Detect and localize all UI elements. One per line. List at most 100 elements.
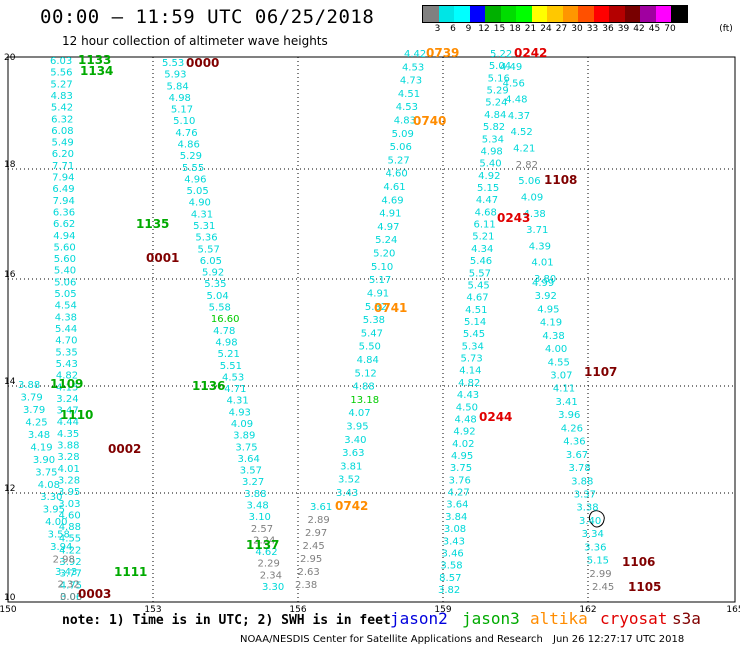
swh-value: 3.78 [569, 463, 591, 474]
swh-value: 4.88 [59, 522, 81, 533]
swh-value: 5.55 [182, 163, 204, 174]
swh-value: 3.40 [579, 516, 601, 527]
swh-value: 6.11 [473, 220, 495, 231]
swh-value: 5.49 [52, 138, 74, 149]
swh-value: 3.10 [249, 512, 271, 523]
y-tick-label: 16 [4, 270, 16, 280]
swh-value: 3.96 [558, 410, 580, 421]
pass-label: 0242 [514, 46, 547, 60]
color-scale-label: 45 [648, 24, 661, 34]
pass-label: 1135 [136, 217, 169, 231]
swh-value: 5.84 [166, 81, 188, 92]
swh-value: 4.84 [484, 110, 506, 121]
swh-value: 4.55 [548, 357, 570, 368]
swh-value: 5.47 [361, 328, 383, 339]
swh-value: 5.14 [464, 317, 486, 328]
swh-value: 5.22 [490, 49, 512, 60]
swh-value: 5.93 [164, 70, 186, 81]
swh-value: 2.34 [260, 570, 282, 581]
swh-value: 5.27 [50, 79, 72, 90]
swh-value: 5.44 [55, 324, 77, 335]
swh-value: 4.71 [224, 384, 246, 395]
swh-value: 7.71 [52, 161, 74, 172]
swh-value: 3.34 [582, 529, 604, 540]
swh-value: 5.05 [54, 289, 76, 300]
swh-value: 4.91 [379, 209, 401, 220]
swh-value: 4.76 [175, 128, 197, 139]
swh-value: 5.27 [388, 155, 410, 166]
swh-value: 4.09 [521, 192, 543, 203]
swh-value: 2.89 [308, 515, 330, 526]
swh-value: 5.17 [171, 105, 193, 116]
swh-value: 5.36 [195, 233, 217, 244]
color-swatch [609, 6, 625, 22]
swh-value: 3.82 [438, 585, 460, 596]
swh-value: 5.06 [390, 142, 412, 153]
swh-value: 3.40 [344, 435, 366, 446]
swh-value: 4.51 [398, 89, 420, 100]
color-scale-unit: (ft) [719, 24, 733, 34]
swh-value: 3.95 [346, 421, 368, 432]
swh-value: 3.88 [571, 476, 593, 487]
color-scale-label: 27 [555, 24, 568, 34]
x-tick-label: 156 [289, 605, 306, 615]
swh-value: 5.53 [162, 58, 184, 69]
swh-value: 5.06 [54, 277, 76, 288]
swh-value: 2.29 [258, 559, 280, 570]
swh-value: 5.40 [479, 159, 501, 170]
pass-label: 0002 [108, 442, 141, 456]
swh-value: 2.99 [589, 569, 611, 580]
swh-value: 5.24 [485, 98, 507, 109]
swh-value: 3.92 [59, 557, 81, 568]
swh-value: 4.95 [537, 304, 559, 315]
swh-value: 2.63 [298, 567, 320, 578]
swh-value: 4.60 [385, 169, 407, 180]
swh-value: 4.49 [500, 62, 522, 73]
x-tick-label: 153 [144, 605, 161, 615]
swh-value: 3.61 [310, 502, 332, 513]
swh-value: 4.09 [231, 419, 253, 430]
pass-label: 0001 [146, 251, 179, 265]
swh-value: 4.90 [189, 198, 211, 209]
color-scale-label: 30 [571, 24, 583, 34]
pass-label: 1105 [628, 580, 661, 594]
swh-value: 3.30 [40, 492, 62, 503]
swh-value: 5.21 [472, 232, 494, 243]
swh-value: 4.50 [456, 402, 478, 413]
swh-value: 13.18 [350, 395, 379, 406]
swh-value: 5.50 [359, 342, 381, 353]
swh-value: 5.24 [375, 235, 397, 246]
swh-value: 2.82 [516, 160, 538, 171]
swh-value: 4.69 [381, 195, 403, 206]
swh-value: 5.15 [477, 183, 499, 194]
page-title: 00:00 – 11:59 UTC 06/25/2018 [40, 6, 375, 28]
swh-value: 4.44 [57, 417, 79, 428]
swh-value: 5.05 [186, 186, 208, 197]
swh-value: 16.60 [211, 314, 240, 325]
swh-value: 3.88 [57, 441, 79, 452]
swh-value: 4.67 [466, 293, 488, 304]
color-scale-bar [422, 5, 688, 23]
page-subtitle: 12 hour collection of altimeter wave hei… [62, 34, 328, 48]
swh-value: 4.26 [561, 423, 583, 434]
swh-value: 6.32 [51, 114, 73, 125]
swh-value: 5.42 [51, 103, 73, 114]
swh-value: 3.47 [57, 406, 79, 417]
footer-timestamp: Jun 26 12:27:17 UTC 2018 [553, 634, 685, 645]
swh-value: 3.30 [262, 582, 284, 593]
swh-value: 4.62 [255, 547, 277, 558]
color-swatch [671, 6, 687, 22]
swh-value: 2.45 [303, 541, 325, 552]
swh-value: 4.14 [459, 366, 481, 377]
color-scale-label: 12 [478, 24, 490, 34]
footer-credit: NOAA/NESDIS Center for Satellite Applica… [240, 634, 543, 645]
x-tick-label: 165 [726, 605, 740, 615]
pass-label: 1136 [192, 379, 225, 393]
pass-label: 1133 [78, 53, 111, 67]
swh-value: 5.57 [469, 268, 491, 279]
pass-label: 0003 [78, 587, 111, 601]
color-swatch [562, 6, 578, 22]
swh-value: 3.03 [58, 499, 80, 510]
pass-label: 0740 [413, 114, 446, 128]
